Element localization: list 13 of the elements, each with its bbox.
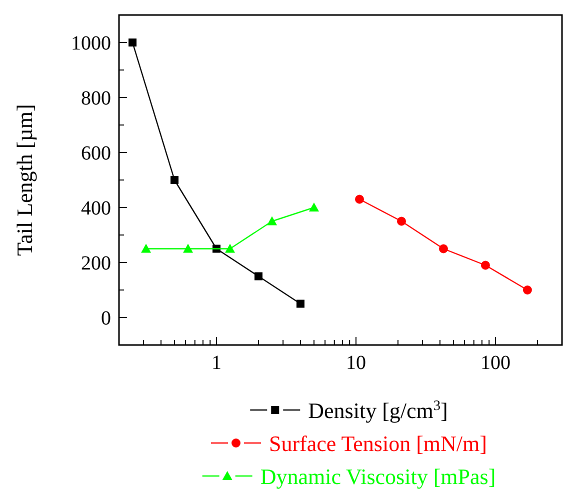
legend-label: Surface Tension [mN/m] [268,431,488,456]
x-tick-label: 100 [480,352,510,374]
legend-label: Dynamic Viscosity [mPas] [260,464,496,489]
y-tick-label: 200 [81,252,111,274]
x-tick-label: 10 [346,352,366,374]
y-tick-label: 600 [81,142,111,164]
y-axis-title: Tail Length [µm] [12,104,37,256]
legend-label: Density [g/cm$^{3}$] [308,398,448,423]
y-tick-label: 800 [81,88,111,110]
y-tick-label: 0 [101,308,111,330]
x-tick-label: 1 [211,352,222,374]
y-tick-label: 1000 [71,32,111,54]
y-tick-label: 400 [81,198,111,220]
